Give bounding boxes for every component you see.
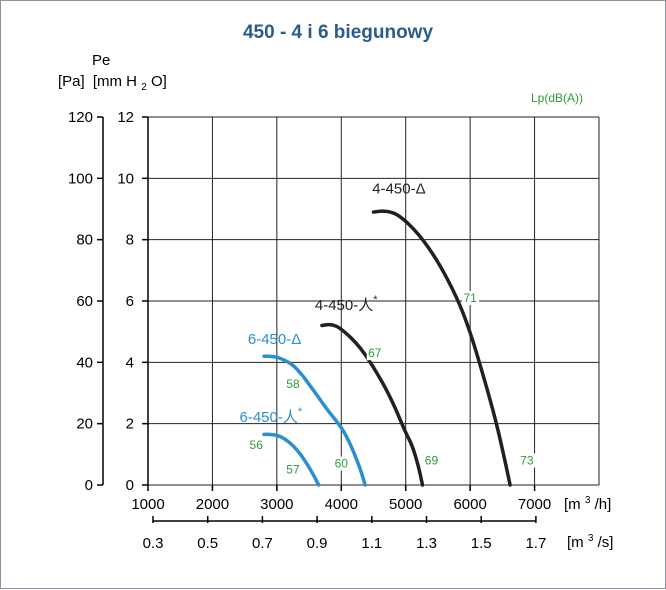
lp-label: Lp(dB(A)) (531, 91, 583, 105)
lp-annotation-bg (518, 453, 536, 468)
x-tick-label-m3s: 1.1 (361, 535, 382, 552)
series-label: 6-450-Δ (248, 331, 301, 348)
lp-annotation: 73 (520, 454, 534, 468)
y-tick-label-pa: 20 (76, 416, 93, 433)
x-unit-m3h-text: [m (564, 496, 581, 513)
lp-annotation-bg (423, 453, 441, 468)
x-tick-label-m3s: 1.7 (525, 535, 546, 552)
y-tick-label-mm: 2 (126, 416, 134, 433)
lp-annotation: 69 (425, 454, 439, 468)
series-label-text: 6-450-Δ (248, 331, 301, 348)
series-label-superscript: * (373, 294, 378, 306)
x-tick-label-m3s: 0.3 (143, 535, 164, 552)
y-axis-units: [Pa] [mm H 2 O] (58, 73, 167, 94)
x-tick-label-m3s: 1.3 (416, 535, 437, 552)
x-tick-label-m3s: 0.7 (252, 535, 273, 552)
series-curves: 4-450-Δ4-450-人*6-450-Δ6-450-人* (239, 181, 512, 487)
x-tick-label-m3h: 4000 (325, 496, 358, 513)
x-unit-m3h-sup: 3 (585, 495, 591, 506)
y-axis-units-pa: [Pa] (58, 73, 85, 90)
x-tick-label-m3h: 1000 (131, 496, 164, 513)
series-label-text: 6-450-人 (239, 409, 297, 426)
y-tick-label-pa: 60 (76, 293, 93, 310)
x-tick-label-m3s: 0.5 (197, 535, 218, 552)
y-tick-label-mm: 8 (126, 232, 134, 249)
lp-annotation: 57 (286, 463, 300, 477)
lp-annotations: 71 67 58 56 57 60 69 73 (248, 291, 536, 477)
series-label: 4-450-人* (315, 294, 378, 314)
lp-annotation: 67 (368, 346, 382, 360)
x-tick-label-m3s: 0.9 (307, 535, 328, 552)
series-curve (262, 432, 321, 487)
lp-annotation-bg (366, 346, 384, 361)
series-label-superscript: * (298, 406, 303, 418)
y-tick-label-mm: 12 (117, 109, 134, 126)
x-tick-label-m3s: 1.5 (471, 535, 492, 552)
y-tick-label-mm: 4 (126, 354, 134, 371)
series-label-text: 4-450-人 (315, 297, 373, 314)
x-unit-m3s-text: [m (567, 534, 584, 551)
lp-annotation-bg (462, 291, 480, 305)
x-unit-m3h-end: /h] (595, 496, 612, 513)
y-axis-units-sub: 2 (141, 82, 147, 93)
y-tick-label-mm: 10 (117, 170, 134, 187)
lp-annotation: 60 (335, 457, 349, 471)
series-label: 4-450-Δ (372, 181, 425, 198)
lp-annotation: 56 (250, 438, 264, 452)
x-tick-label-m3h: 7000 (518, 496, 551, 513)
y-axis-name: Pe (92, 52, 110, 69)
series-curve (371, 209, 512, 487)
y-tick-label-pa: 100 (68, 170, 93, 187)
y-tick-label-mm: 6 (126, 293, 134, 310)
y-tick-label-mm: 0 (126, 477, 134, 494)
x-tick-label-m3h: 6000 (453, 496, 486, 513)
x-unit-m3s-end: /s] (598, 534, 614, 551)
y-tick-label-pa: 40 (76, 354, 93, 371)
y-tick-label-pa: 120 (68, 109, 93, 126)
lp-annotation: 71 (463, 291, 477, 305)
x-unit-m3h: [m 3 /h] (564, 490, 611, 513)
lp-annotation-bg (333, 456, 351, 471)
series-label: 6-450-人* (239, 406, 302, 426)
series-curve (320, 322, 425, 487)
y-tick-label-pa: 0 (85, 477, 93, 494)
x-unit-m3s-sup: 3 (588, 533, 594, 544)
y-tick-label-pa: 80 (76, 232, 93, 249)
x-ticks: 1000 2000 3000 4000 5000 6000 7000 0.3 0.5 0.7 0.9… (131, 485, 551, 552)
x-tick-label-m3h: 2000 (196, 496, 229, 513)
x-unit-m3s: [m 3 /s] (567, 528, 613, 551)
x-tick-label-m3h: 3000 (260, 496, 293, 513)
lp-annotation-bg (284, 462, 302, 477)
chart-title: 450 - 4 i 6 biegunowy (243, 22, 433, 43)
y-axis-units-mmh2o: [mm H (93, 73, 137, 90)
x-tick-label-m3h: 5000 (389, 496, 422, 513)
y-ticks: 0 20 40 60 80 100 120 0 2 4 6 8 10 12 (68, 109, 149, 494)
lp-annotation-bg (284, 376, 302, 391)
y-axis-units-end: O] (151, 73, 167, 90)
series-label-text: 4-450-Δ (372, 181, 425, 198)
lp-annotation-bg (248, 438, 266, 453)
series-curve (262, 354, 367, 487)
lp-annotation: 58 (286, 377, 300, 391)
